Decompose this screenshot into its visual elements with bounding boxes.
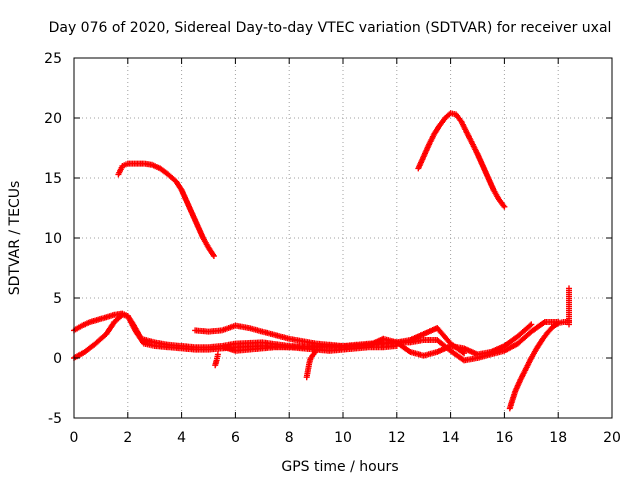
series-markers (115, 160, 217, 259)
axis-ticks: 0 2 4 6 8 10 12 14 16 18 20 -5 0 5 10 15 20 25 (44, 51, 621, 446)
plot-frame (73, 57, 613, 419)
series-markers (415, 110, 508, 210)
y-tick-label: 5 (53, 291, 62, 307)
y-tick-label: 10 (44, 231, 62, 247)
series-arc-high-2 (415, 110, 508, 210)
x-tick-label: 16 (495, 430, 513, 446)
series-rise-late (506, 319, 572, 412)
series-drop-8.7 (303, 347, 320, 381)
x-tick-label: 14 (442, 430, 460, 446)
x-tick-label: 6 (231, 430, 240, 446)
chart-title: Day 076 of 2020, Sidereal Day-to-day VTE… (49, 20, 612, 36)
series-markers (221, 343, 400, 354)
series-markers (566, 285, 572, 328)
data-series (71, 110, 572, 412)
x-tick-label: 8 (285, 430, 294, 446)
x-tick-label: 18 (549, 430, 567, 446)
series-band-d (221, 343, 400, 354)
series-arc-high-1 (115, 160, 217, 259)
series-spike-18.4 (566, 285, 572, 328)
y-tick-label: 25 (44, 51, 62, 67)
x-tick-label: 12 (388, 430, 406, 446)
series-markers (506, 319, 572, 412)
x-tick-label: 20 (603, 430, 621, 446)
x-tick-label: 4 (177, 430, 186, 446)
x-tick-label: 0 (70, 430, 79, 446)
y-tick-label: 15 (44, 171, 62, 187)
series-band-a (71, 311, 562, 364)
series-markers (303, 347, 320, 381)
grid (74, 58, 612, 418)
y-tick-label: -5 (48, 411, 62, 427)
series-markers (71, 311, 562, 364)
y-tick-label: 0 (53, 351, 62, 367)
series-markers (212, 351, 221, 369)
x-tick-label: 2 (123, 430, 132, 446)
x-axis-label: GPS time / hours (281, 459, 398, 475)
y-axis-label: SDTVAR / TECUs (7, 181, 23, 296)
y-tick-label: 20 (44, 111, 62, 127)
x-tick-label: 10 (334, 430, 352, 446)
series-drop-5.3 (212, 351, 221, 369)
